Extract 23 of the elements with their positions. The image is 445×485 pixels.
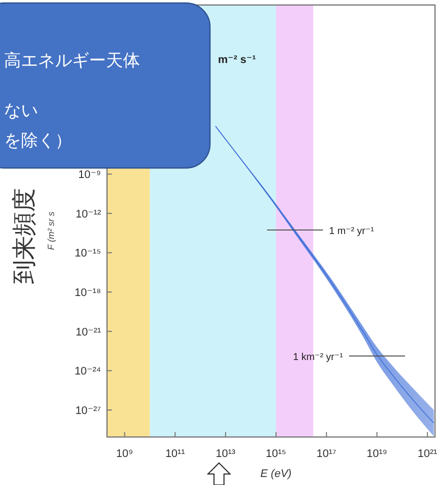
x-tick-label: 10⁹ xyxy=(116,448,134,460)
x-tick-label: 10¹⁵ xyxy=(266,448,286,460)
y-tick-label: 10⁻⁹ xyxy=(78,169,101,182)
y-tick-label: 10⁻²⁷ xyxy=(75,404,102,417)
x-axis-title: E (eV) xyxy=(260,468,292,480)
x-tick-label: 10²¹ xyxy=(418,448,438,460)
annotation: 1 km⁻² yr⁻¹ xyxy=(293,352,344,363)
y-tick-label: 10⁻²¹ xyxy=(76,326,102,338)
y-tick-label: 10⁻¹⁵ xyxy=(74,248,101,260)
x-tick-label: 10¹⁹ xyxy=(366,448,388,460)
text: を除く） xyxy=(4,131,72,150)
annotation: 1 m⁻² yr⁻¹ xyxy=(329,226,375,237)
text: ない xyxy=(4,101,38,120)
annotation: m⁻² s⁻¹ xyxy=(218,54,256,66)
y-tick-label: 10⁻²⁴ xyxy=(74,366,102,378)
y-tick-label: 10⁻¹⁸ xyxy=(74,287,101,300)
x-tick-label: 10¹¹ xyxy=(165,448,186,460)
y-axis-title: 到来頻度 xyxy=(11,188,38,284)
y-tick-label: 10⁻¹² xyxy=(76,208,102,220)
text: F (m² sr s xyxy=(46,211,56,250)
x-tick-label: 10¹³ xyxy=(216,448,236,460)
x-tick-label: 10¹⁷ xyxy=(316,448,336,460)
annotation: 高エネルギー天体 xyxy=(4,51,140,70)
